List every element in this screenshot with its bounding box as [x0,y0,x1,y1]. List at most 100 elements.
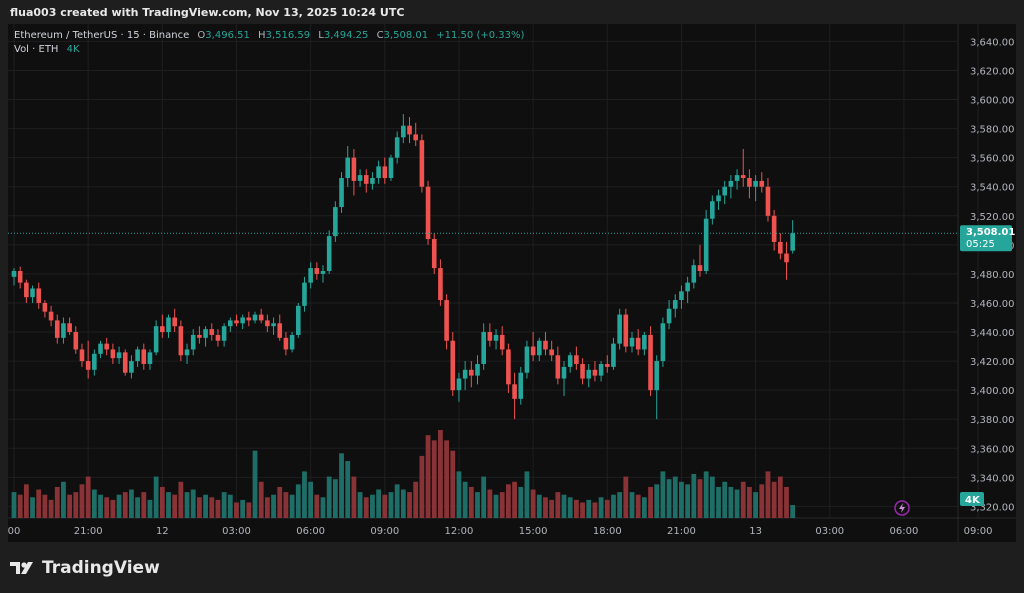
volume-bar [617,492,623,518]
candle-body [728,180,734,187]
price-tick-label: 3,360.00 [970,444,1015,455]
volume-bar [240,499,246,518]
volume-bar [586,499,592,518]
candle-body [635,337,641,350]
candle-body [481,332,486,364]
volume-bar [153,476,159,518]
candle-body [141,349,147,364]
candle-body [110,349,116,359]
volume-bar [11,492,17,518]
time-tick-label: 21:00 [74,526,103,537]
candle-body [462,369,468,379]
volume-bar [580,502,585,518]
volume-bar [536,494,542,518]
candle-body [530,346,536,356]
volume-tag-bg [960,492,984,506]
volume-bar [666,479,672,518]
candle-body [258,314,264,321]
high-label: H [258,30,266,41]
candle-body [703,218,709,271]
volume-bar [326,476,332,518]
candle-body [382,166,388,179]
volume-bar [215,499,221,518]
time-tick-label: 09:00 [964,526,993,537]
volume-bar [790,505,796,518]
volume-bar [419,455,425,518]
candle-body [555,355,561,379]
symbol-name[interactable]: Ethereum / TetherUS · 15 · Binance [14,30,190,41]
high-value: 3,516.59 [265,30,311,41]
candle-body [129,361,134,373]
candle-body [413,134,418,141]
volume-bar [400,489,406,518]
volume-bar [79,484,85,518]
volume-label[interactable]: Vol · ETH [14,44,59,55]
candle-body [450,340,456,391]
candle-body [215,334,221,341]
price-tick-label: 3,320.00 [970,502,1015,513]
candle-body [363,175,369,184]
volume-bar [332,479,338,518]
volume-bar [376,489,382,518]
low-label: L [318,30,324,41]
volume-bar [697,479,703,518]
volume-bar [524,471,530,518]
volume-bar [122,492,128,518]
volume-bar [456,471,462,518]
logo-text: TradingView [42,558,160,578]
price-tick-label: 3,540.00 [970,183,1015,194]
volume-bar [679,481,684,518]
candle-body [36,288,42,303]
volume-bar [54,486,60,518]
volume-bar [166,492,171,518]
candle-body [623,314,629,347]
time-tick-label: 03:00 [222,526,251,537]
volume-bar [91,489,97,518]
open-value: 3,496.51 [205,30,250,41]
volume-bar [425,435,431,518]
lightning-icon[interactable] [894,500,910,516]
candle-body [469,369,474,376]
candle-body [549,349,554,356]
plot-area[interactable] [8,24,1016,542]
volume-bar [481,476,487,518]
price-tick-label: 3,440.00 [970,328,1015,339]
candle-body [431,239,437,269]
tradingview-logo[interactable]: TradingView [10,558,160,578]
volume-bar [740,481,746,518]
volume-bar [227,494,233,518]
volume-bar [561,494,567,518]
volume-bar [178,481,184,518]
time-tick-label: 21:00 [667,526,696,537]
volume-bar [357,492,363,518]
volume-bar [635,494,641,518]
candle-body [345,157,351,179]
volume-bar [648,486,653,518]
volume-bar [598,497,604,518]
candle-body [67,323,72,333]
candle-body [351,157,357,181]
volume-bar [722,481,728,518]
volume-bar [629,492,635,518]
volume-bar [370,494,375,518]
symbol-legend[interactable]: Ethereum / TetherUS · 15 · Binance O3,49… [14,29,524,57]
volume-bar [518,486,524,518]
volume-bar [771,481,777,518]
volume-bar [271,494,276,518]
candle-body [295,305,301,335]
price-tick-label: 3,400.00 [970,386,1015,397]
candle-body [778,241,783,254]
candle-body [561,366,567,379]
candle-body [499,334,505,350]
price-tag-value: 3,508.01 [966,227,1015,238]
chart-attribution: flua003 created with TradingView.com, No… [10,6,405,19]
candle-body [147,352,153,364]
candle-body [679,291,684,301]
candle-body [11,271,17,277]
candle-body [567,355,573,367]
candle-body [598,363,604,376]
candle-body [672,300,678,309]
candle-body [642,334,647,350]
